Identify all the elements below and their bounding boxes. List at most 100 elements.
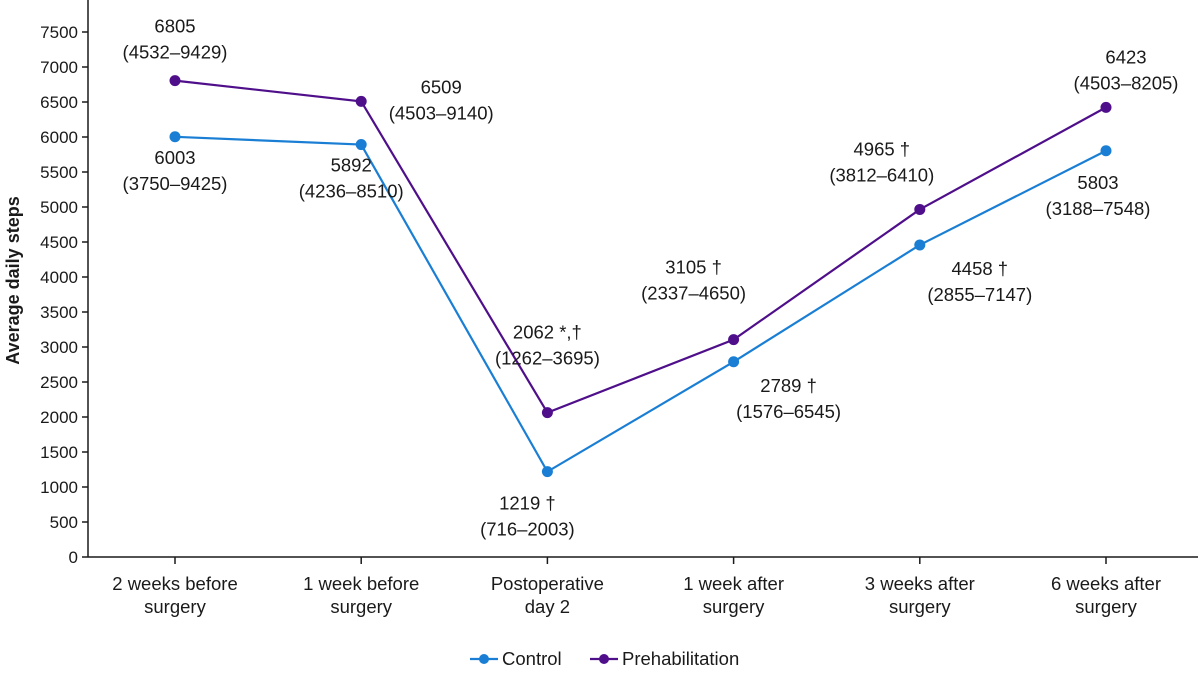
data-label: 4965 † (3812–6410) — [829, 138, 934, 185]
x-tick-label: 6 weeks after surgery — [1051, 573, 1161, 617]
data-point — [169, 131, 181, 143]
legend-label: Prehabilitation — [622, 648, 739, 669]
data-point — [355, 139, 367, 151]
data-label-line: (4532–9429) — [123, 42, 228, 63]
x-tick-label: 3 weeks after surgery — [865, 573, 975, 617]
legend: Control Prehabilitation — [470, 648, 739, 669]
y-tick-label: 2500 — [40, 373, 78, 392]
data-point — [914, 239, 926, 251]
data-label-line: (4503–9140) — [389, 102, 494, 123]
data-label-line: (716–2003) — [480, 519, 575, 540]
y-tick-label: 7000 — [40, 58, 78, 77]
data-label-line: (4236–8510) — [299, 181, 404, 202]
data-point — [914, 203, 926, 215]
data-label-line: (3750–9425) — [123, 173, 228, 194]
legend-swatch-marker — [479, 654, 489, 664]
data-point — [541, 466, 553, 478]
data-label: 6003 (3750–9425) — [123, 147, 228, 194]
y-tick-label: 6000 — [40, 128, 78, 147]
y-axis-ticks: 0 500 1000 1500 2000 2500 3000 3500 4000 4500 5000… — [40, 23, 88, 567]
y-tick-label: 6500 — [40, 93, 78, 112]
data-label-line: 3105 † — [665, 257, 722, 278]
data-label-line: 5892 — [331, 155, 372, 176]
x-tick-label-line: 1 week before — [303, 573, 419, 594]
x-tick-label: 1 week after surgery — [683, 573, 784, 617]
data-label: 1219 † (716–2003) — [480, 493, 575, 540]
data-label-line: 2789 † — [760, 375, 817, 396]
x-tick-label-line: Postoperative — [491, 573, 604, 594]
data-label-line: 6423 — [1105, 46, 1146, 67]
data-label-line: 6805 — [154, 16, 195, 37]
data-point — [728, 334, 740, 346]
data-label: 6509 (4503–9140) — [389, 76, 494, 123]
data-point — [355, 95, 367, 107]
data-label-line: 2062 *,† — [513, 322, 582, 343]
y-tick-label: 4000 — [40, 268, 78, 287]
data-point — [169, 75, 181, 87]
x-tick-label: Postoperative day 2 — [491, 573, 604, 617]
data-label-line: 5803 — [1077, 172, 1118, 193]
x-tick-label-line: surgery — [330, 596, 392, 617]
series-line — [174, 135, 1107, 474]
data-label-line: 4965 † — [854, 138, 911, 159]
x-tick-label-line: surgery — [144, 596, 206, 617]
data-label: 5803 (3188–7548) — [1046, 172, 1151, 219]
series-line — [174, 79, 1107, 415]
x-tick-label-line: day 2 — [525, 596, 570, 617]
x-tick-label-line: surgery — [889, 596, 951, 617]
data-label: 6423 (4503–8205) — [1074, 46, 1179, 93]
data-label: 5892 (4236–8510) — [299, 155, 404, 202]
legend-label: Control — [502, 648, 562, 669]
data-label-line: 6003 — [154, 147, 195, 168]
data-point — [728, 356, 740, 368]
y-tick-label: 1500 — [40, 443, 78, 462]
data-labels: 6003 (3750–9425) 5892 (4236–8510) 1219 † (716… — [123, 16, 1179, 540]
x-tick-label-line: 3 weeks after — [865, 573, 975, 594]
legend-item-prehabilitation: Prehabilitation — [590, 648, 739, 669]
x-tick-label-line: surgery — [1075, 596, 1137, 617]
axes — [87, 0, 1198, 558]
data-point — [1100, 145, 1112, 157]
x-tick-label-line: 6 weeks after — [1051, 573, 1161, 594]
data-label: 6805 (4532–9429) — [123, 16, 228, 63]
y-tick-label: 7500 — [40, 23, 78, 42]
data-label-line: (1576–6545) — [736, 401, 841, 422]
data-label-line: (2855–7147) — [927, 284, 1032, 305]
y-tick-label: 5000 — [40, 198, 78, 217]
y-tick-label: 0 — [69, 548, 78, 567]
x-tick-label: 1 week before surgery — [303, 573, 419, 617]
data-label-line: (1262–3695) — [495, 348, 600, 369]
data-label-line: (3188–7548) — [1046, 198, 1151, 219]
data-label: 4458 † (2855–7147) — [927, 258, 1032, 305]
y-tick-label: 1000 — [40, 478, 78, 497]
y-tick-label: 500 — [50, 513, 78, 532]
series-control — [169, 131, 1112, 478]
y-axis-title: Average daily steps — [3, 196, 23, 364]
data-label-line: (4503–8205) — [1074, 72, 1179, 93]
data-point — [1100, 101, 1112, 113]
x-tick-label: 2 weeks before surgery — [112, 573, 237, 617]
data-label-line: 1219 † — [499, 493, 556, 514]
y-tick-label: 4500 — [40, 233, 78, 252]
y-tick-label: 3500 — [40, 303, 78, 322]
x-tick-label-line: 1 week after — [683, 573, 784, 594]
data-label-line: (2337–4650) — [641, 283, 746, 304]
legend-item-control: Control — [470, 648, 562, 669]
series-layer — [169, 75, 1112, 478]
data-label: 3105 † (2337–4650) — [641, 257, 746, 304]
data-label: 2062 *,† (1262–3695) — [495, 322, 600, 369]
y-tick-label: 5500 — [40, 163, 78, 182]
series-prehabilitation — [169, 75, 1112, 419]
data-point — [541, 407, 553, 419]
y-tick-label: 3000 — [40, 338, 78, 357]
data-label-line: 4458 † — [952, 258, 1009, 279]
legend-swatch-marker — [599, 654, 609, 664]
data-label-line: (3812–6410) — [829, 164, 934, 185]
data-label: 2789 † (1576–6545) — [736, 375, 841, 422]
x-tick-label-line: surgery — [703, 596, 765, 617]
data-label-line: 6509 — [421, 76, 462, 97]
y-tick-label: 2000 — [40, 408, 78, 427]
x-tick-label-line: 2 weeks before — [112, 573, 237, 594]
